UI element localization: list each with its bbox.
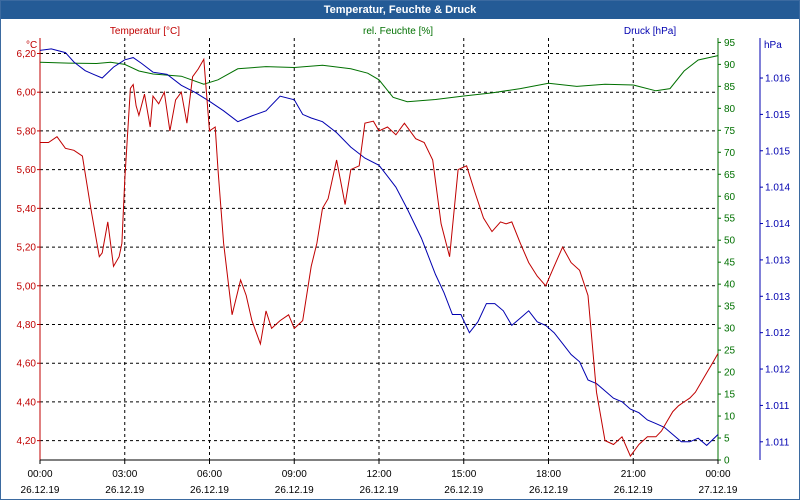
humidity-tick-label: 45 bbox=[724, 258, 736, 269]
pressure-axis-label: Druck [hPa] bbox=[624, 26, 676, 37]
humidity-tick-label: 30 bbox=[724, 324, 736, 335]
temperature-series-line bbox=[40, 57, 719, 458]
humidity-tick-label: 20 bbox=[724, 368, 736, 379]
x-tick-date: 26.12.19 bbox=[614, 485, 653, 496]
pressure-tick-label: 1.012 bbox=[765, 328, 790, 339]
temperature-tick-label: 6,20 bbox=[17, 49, 37, 60]
pressure-tick-label: 1.015 bbox=[765, 146, 790, 157]
temperature-tick-label: 5,40 bbox=[17, 204, 37, 215]
x-tick-labels: 00:00 26.12.19 03:00 26.12.19 06:00 26.12.19 0… bbox=[21, 460, 738, 496]
humidity-tick-label: 35 bbox=[724, 302, 736, 313]
temperature-unit-label: °C bbox=[26, 40, 37, 51]
humidity-tick-label: 70 bbox=[724, 148, 736, 159]
humidity-tick-label: 10 bbox=[724, 412, 736, 423]
humidity-tick-label: 90 bbox=[724, 60, 736, 71]
pressure-tick-label: 1.016 bbox=[765, 74, 790, 85]
temperature-tick-label: 5,60 bbox=[17, 165, 37, 176]
chart-title: Temperatur, Feuchte & Druck bbox=[1, 1, 799, 19]
x-tick-date: 26.12.19 bbox=[529, 485, 568, 496]
humidity-tick-label: 0 bbox=[724, 456, 730, 467]
pressure-series-line bbox=[39, 48, 719, 447]
humidity-tick-label: 95 bbox=[724, 38, 736, 49]
humidity-tick-label: 80 bbox=[724, 104, 736, 115]
x-tick-date: 26.12.19 bbox=[105, 485, 144, 496]
x-tick-time: 00:00 bbox=[27, 469, 52, 480]
x-tick-time: 12:00 bbox=[366, 469, 391, 480]
grid bbox=[40, 38, 718, 460]
pressure-tick-label: 1.013 bbox=[765, 255, 790, 266]
x-tick-time: 21:00 bbox=[621, 469, 646, 480]
pressure-unit-label: hPa bbox=[764, 40, 782, 51]
temperature-tick-label: 6,00 bbox=[17, 88, 37, 99]
x-tick-date: 26.12.19 bbox=[21, 485, 60, 496]
pressure-tick-label: 1.013 bbox=[765, 292, 790, 303]
humidity-tick-label: 75 bbox=[724, 126, 736, 137]
x-tick-time: 00:00 bbox=[705, 469, 730, 480]
pressure-tick-label: 1.015 bbox=[765, 110, 790, 121]
x-tick-time: 03:00 bbox=[112, 469, 137, 480]
temperature-tick-label: 4,80 bbox=[17, 320, 37, 331]
humidity-tick-label: 5 bbox=[724, 434, 730, 445]
temperature-tick-label: 4,60 bbox=[17, 359, 37, 370]
humidity-tick-label: 40 bbox=[724, 280, 736, 291]
humidity-tick-label: 60 bbox=[724, 192, 736, 203]
x-tick-date: 26.12.19 bbox=[444, 485, 483, 496]
pressure-tick-label: 1.014 bbox=[765, 219, 790, 230]
temperature-tick-label: 4,40 bbox=[17, 397, 37, 408]
humidity-tick-label: 50 bbox=[724, 236, 736, 247]
x-tick-date: 27.12.19 bbox=[699, 485, 738, 496]
x-tick-date: 26.12.19 bbox=[190, 485, 229, 496]
x-tick-time: 18:00 bbox=[536, 469, 561, 480]
humidity-tick-label: 25 bbox=[724, 346, 736, 357]
pressure-tick-label: 1.012 bbox=[765, 365, 790, 376]
temperature-tick-label: 5,00 bbox=[17, 281, 37, 292]
pressure-tick-labels: 1.016 1.015 1.015 1.014 1.014 1.013 1.013 1.012… bbox=[760, 74, 790, 448]
temperature-axis-label: Temperatur [°C] bbox=[110, 26, 180, 37]
pressure-tick-label: 1.011 bbox=[765, 401, 790, 412]
humidity-tick-label: 15 bbox=[724, 390, 736, 401]
x-tick-time: 06:00 bbox=[197, 469, 222, 480]
x-tick-time: 09:00 bbox=[282, 469, 307, 480]
temperature-tick-label: 5,20 bbox=[17, 243, 37, 254]
temperature-tick-label: 5,80 bbox=[17, 126, 37, 137]
humidity-axis-label: rel. Feuchte [%] bbox=[363, 26, 433, 37]
humidity-series-line bbox=[39, 55, 719, 103]
humidity-tick-label: 85 bbox=[724, 82, 736, 93]
x-tick-date: 26.12.19 bbox=[275, 485, 314, 496]
pressure-tick-label: 1.014 bbox=[765, 183, 790, 194]
humidity-tick-label: 55 bbox=[724, 214, 736, 225]
humidity-tick-label: 65 bbox=[724, 170, 736, 181]
temperature-tick-labels: 6,20 6,00 5,80 5,60 5,40 5,20 5,00 4,80 4,60 4,40… bbox=[17, 49, 40, 447]
x-tick-date: 26.12.19 bbox=[360, 485, 399, 496]
pressure-tick-label: 1.011 bbox=[765, 437, 790, 448]
temperature-tick-label: 4,20 bbox=[17, 436, 37, 447]
x-tick-time: 15:00 bbox=[451, 469, 476, 480]
